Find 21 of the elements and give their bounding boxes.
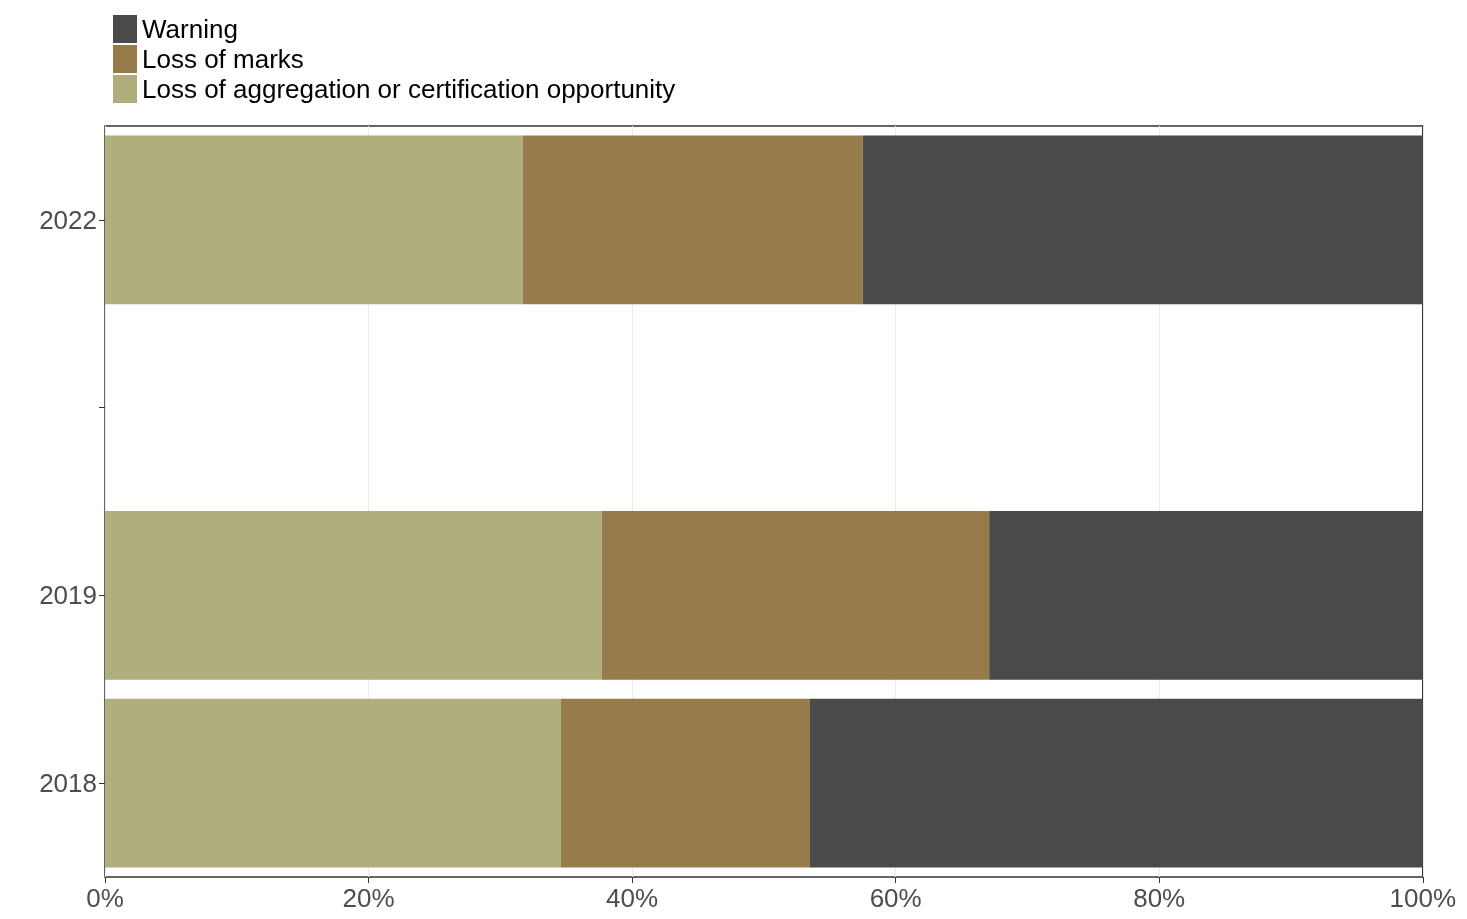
legend-label: Warning	[142, 14, 238, 44]
legend-label: Loss of aggregation or certification opportunity	[142, 74, 676, 104]
bar	[522, 135, 863, 305]
bar	[105, 135, 523, 305]
legend-label: Loss of marks	[142, 44, 304, 74]
x-tick-label: 20%	[342, 883, 395, 913]
x-tick-label: 100%	[1389, 883, 1456, 913]
x-tick-label: 60%	[869, 883, 922, 913]
bar	[862, 135, 1423, 305]
bar	[989, 510, 1423, 680]
x-tick-label: 40%	[606, 883, 659, 913]
y-tick-label: 2022	[39, 204, 97, 235]
bar	[105, 698, 561, 868]
x-tick-label: 80%	[1133, 883, 1186, 913]
x-tick-label: 0%	[86, 883, 124, 913]
bar	[560, 698, 810, 868]
bar	[105, 510, 602, 680]
bar	[601, 510, 990, 680]
y-tick-label: 2018	[39, 768, 97, 799]
bar	[810, 698, 1423, 868]
y-tick-label: 2019	[39, 580, 97, 611]
